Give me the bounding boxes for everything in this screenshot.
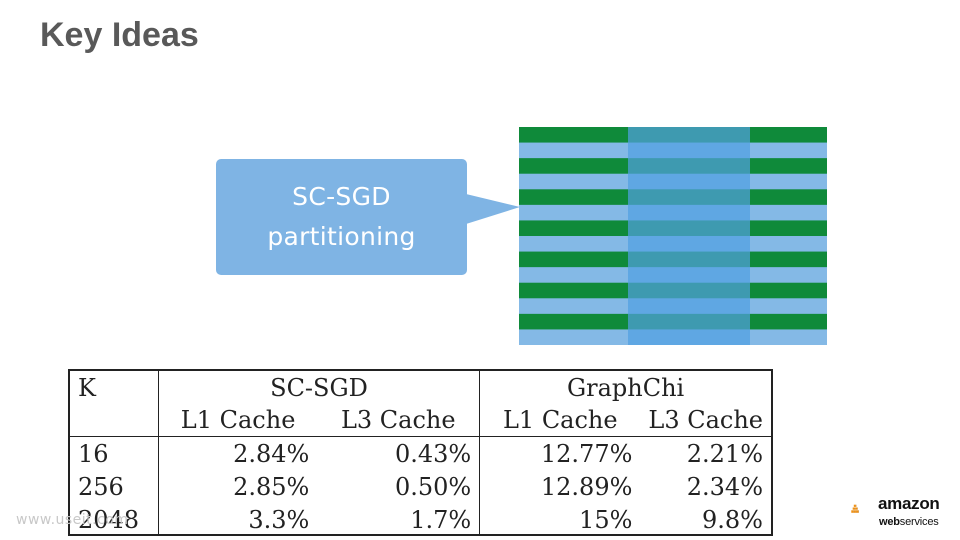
cell-gc-l1: 15% xyxy=(579,505,633,534)
subheader-sc-l1: L1 Cache xyxy=(158,403,318,437)
partition-stripe-light-right xyxy=(750,298,827,315)
partition-stripe-dark-middle xyxy=(628,158,750,175)
aws-cubes-icon xyxy=(851,504,859,513)
partition-stripe-light-middle xyxy=(628,298,750,315)
partition-stripe-light-left xyxy=(519,142,628,159)
subheader-sc-l3: L3 Cache xyxy=(317,403,481,437)
callout-box: SC-SGD partitioning xyxy=(216,159,467,275)
partition-stripe-light-middle xyxy=(628,142,750,159)
table-header-row: K SC-SGD GraphChi xyxy=(70,371,771,403)
partition-stripe-dark-right xyxy=(750,127,827,144)
partition-stripe-dark-left xyxy=(519,282,628,299)
watermark: www.useit.com xyxy=(16,512,129,528)
partition-stripe-light-left xyxy=(519,298,628,315)
partition-stripe-dark-middle xyxy=(628,313,750,330)
partition-stripe-light-middle xyxy=(628,173,750,190)
partition-stripe-dark-right xyxy=(750,282,827,299)
callout-pointer xyxy=(466,194,520,224)
partition-stripe-light-middle xyxy=(628,204,750,221)
cell-sc-l3: 1.7% xyxy=(317,503,481,536)
partition-stripe-dark-middle xyxy=(628,189,750,206)
partition-stripe-dark-left xyxy=(519,127,628,144)
cell-gc-l1: 12.89% xyxy=(540,472,633,501)
header-k: K xyxy=(70,371,159,403)
table-row: 2048 3.3% 1.7% 15% 9.8% xyxy=(70,503,771,536)
callout-line-2: partitioning xyxy=(267,222,416,251)
subheader-gc-l3: L3 Cache xyxy=(640,403,771,437)
cell-sc-l1: 3.3% xyxy=(248,505,310,534)
table-row: 16 2.84% 0.43% 12.77% 2.21% xyxy=(70,436,771,470)
partition-stripe-light-right xyxy=(750,142,827,159)
subheader-gc-l1: L1 Cache xyxy=(479,403,641,437)
cell-gc-l3: 9.8% xyxy=(702,505,763,534)
cell-gc-l3: 2.21% xyxy=(686,439,763,468)
partition-stripe-dark-right xyxy=(750,313,827,330)
partition-stripe-dark-left xyxy=(519,220,628,237)
partition-stripe-dark-left xyxy=(519,251,628,268)
partition-stripe-light-right xyxy=(750,267,827,284)
partition-graphic xyxy=(519,127,827,345)
header-sc-sgd: SC-SGD xyxy=(158,371,481,403)
aws-logo-subtitle: webservices xyxy=(879,516,939,528)
partition-stripe-dark-left xyxy=(519,313,628,330)
table-subheader-row: L1 Cache L3 Cache L1 Cache L3 Cache xyxy=(70,403,771,437)
partition-stripe-dark-middle xyxy=(628,251,750,268)
partition-stripe-light-left xyxy=(519,173,628,190)
partition-stripe-dark-middle xyxy=(628,282,750,299)
partition-stripe-dark-right xyxy=(750,189,827,206)
partition-stripe-light-left xyxy=(519,204,628,221)
partition-stripe-light-right xyxy=(750,329,827,345)
cell-sc-l1: 2.84% xyxy=(233,439,310,468)
subheader-empty xyxy=(70,403,159,437)
partition-stripe-dark-left xyxy=(519,158,628,175)
partition-stripe-dark-left xyxy=(519,189,628,206)
slide-title: Key Ideas xyxy=(40,16,199,54)
callout-line-1: SC-SGD xyxy=(292,182,391,211)
partition-stripe-dark-right xyxy=(750,220,827,237)
partition-stripe-light-middle xyxy=(628,329,750,345)
cell-gc-l3: 2.34% xyxy=(686,472,763,501)
aws-logo-web: web xyxy=(879,516,900,528)
partition-stripe-dark-right xyxy=(750,251,827,268)
cell-gc-l1: 12.77% xyxy=(540,439,633,468)
header-graphchi: GraphChi xyxy=(566,374,685,402)
aws-logo-wordmark: amazon xyxy=(878,494,940,513)
partition-stripe-light-middle xyxy=(628,236,750,253)
partition-stripe-light-right xyxy=(750,204,827,221)
partition-stripe-light-left xyxy=(519,267,628,284)
cell-sc-l3: 0.50% xyxy=(317,470,481,503)
partition-stripe-light-right xyxy=(750,236,827,253)
partition-stripe-dark-middle xyxy=(628,127,750,144)
cell-k: 2048 xyxy=(70,503,159,536)
partition-stripe-light-middle xyxy=(628,267,750,284)
cell-k: 16 xyxy=(70,436,159,470)
partition-stripe-light-right xyxy=(750,173,827,190)
partition-stripe-light-left xyxy=(519,329,628,345)
cell-sc-l3: 0.43% xyxy=(317,436,481,470)
partition-stripe-dark-right xyxy=(750,158,827,175)
results-table: K SC-SGD GraphChi L1 Cache L3 Cache L1 C… xyxy=(68,369,773,536)
table-row: 256 2.85% 0.50% 12.89% 2.34% xyxy=(70,470,771,503)
cell-k: 256 xyxy=(70,470,159,503)
partition-stripe-dark-middle xyxy=(628,220,750,237)
partition-stripe-light-left xyxy=(519,236,628,253)
cell-sc-l1: 2.85% xyxy=(233,472,310,501)
aws-logo-services: services xyxy=(899,516,939,528)
